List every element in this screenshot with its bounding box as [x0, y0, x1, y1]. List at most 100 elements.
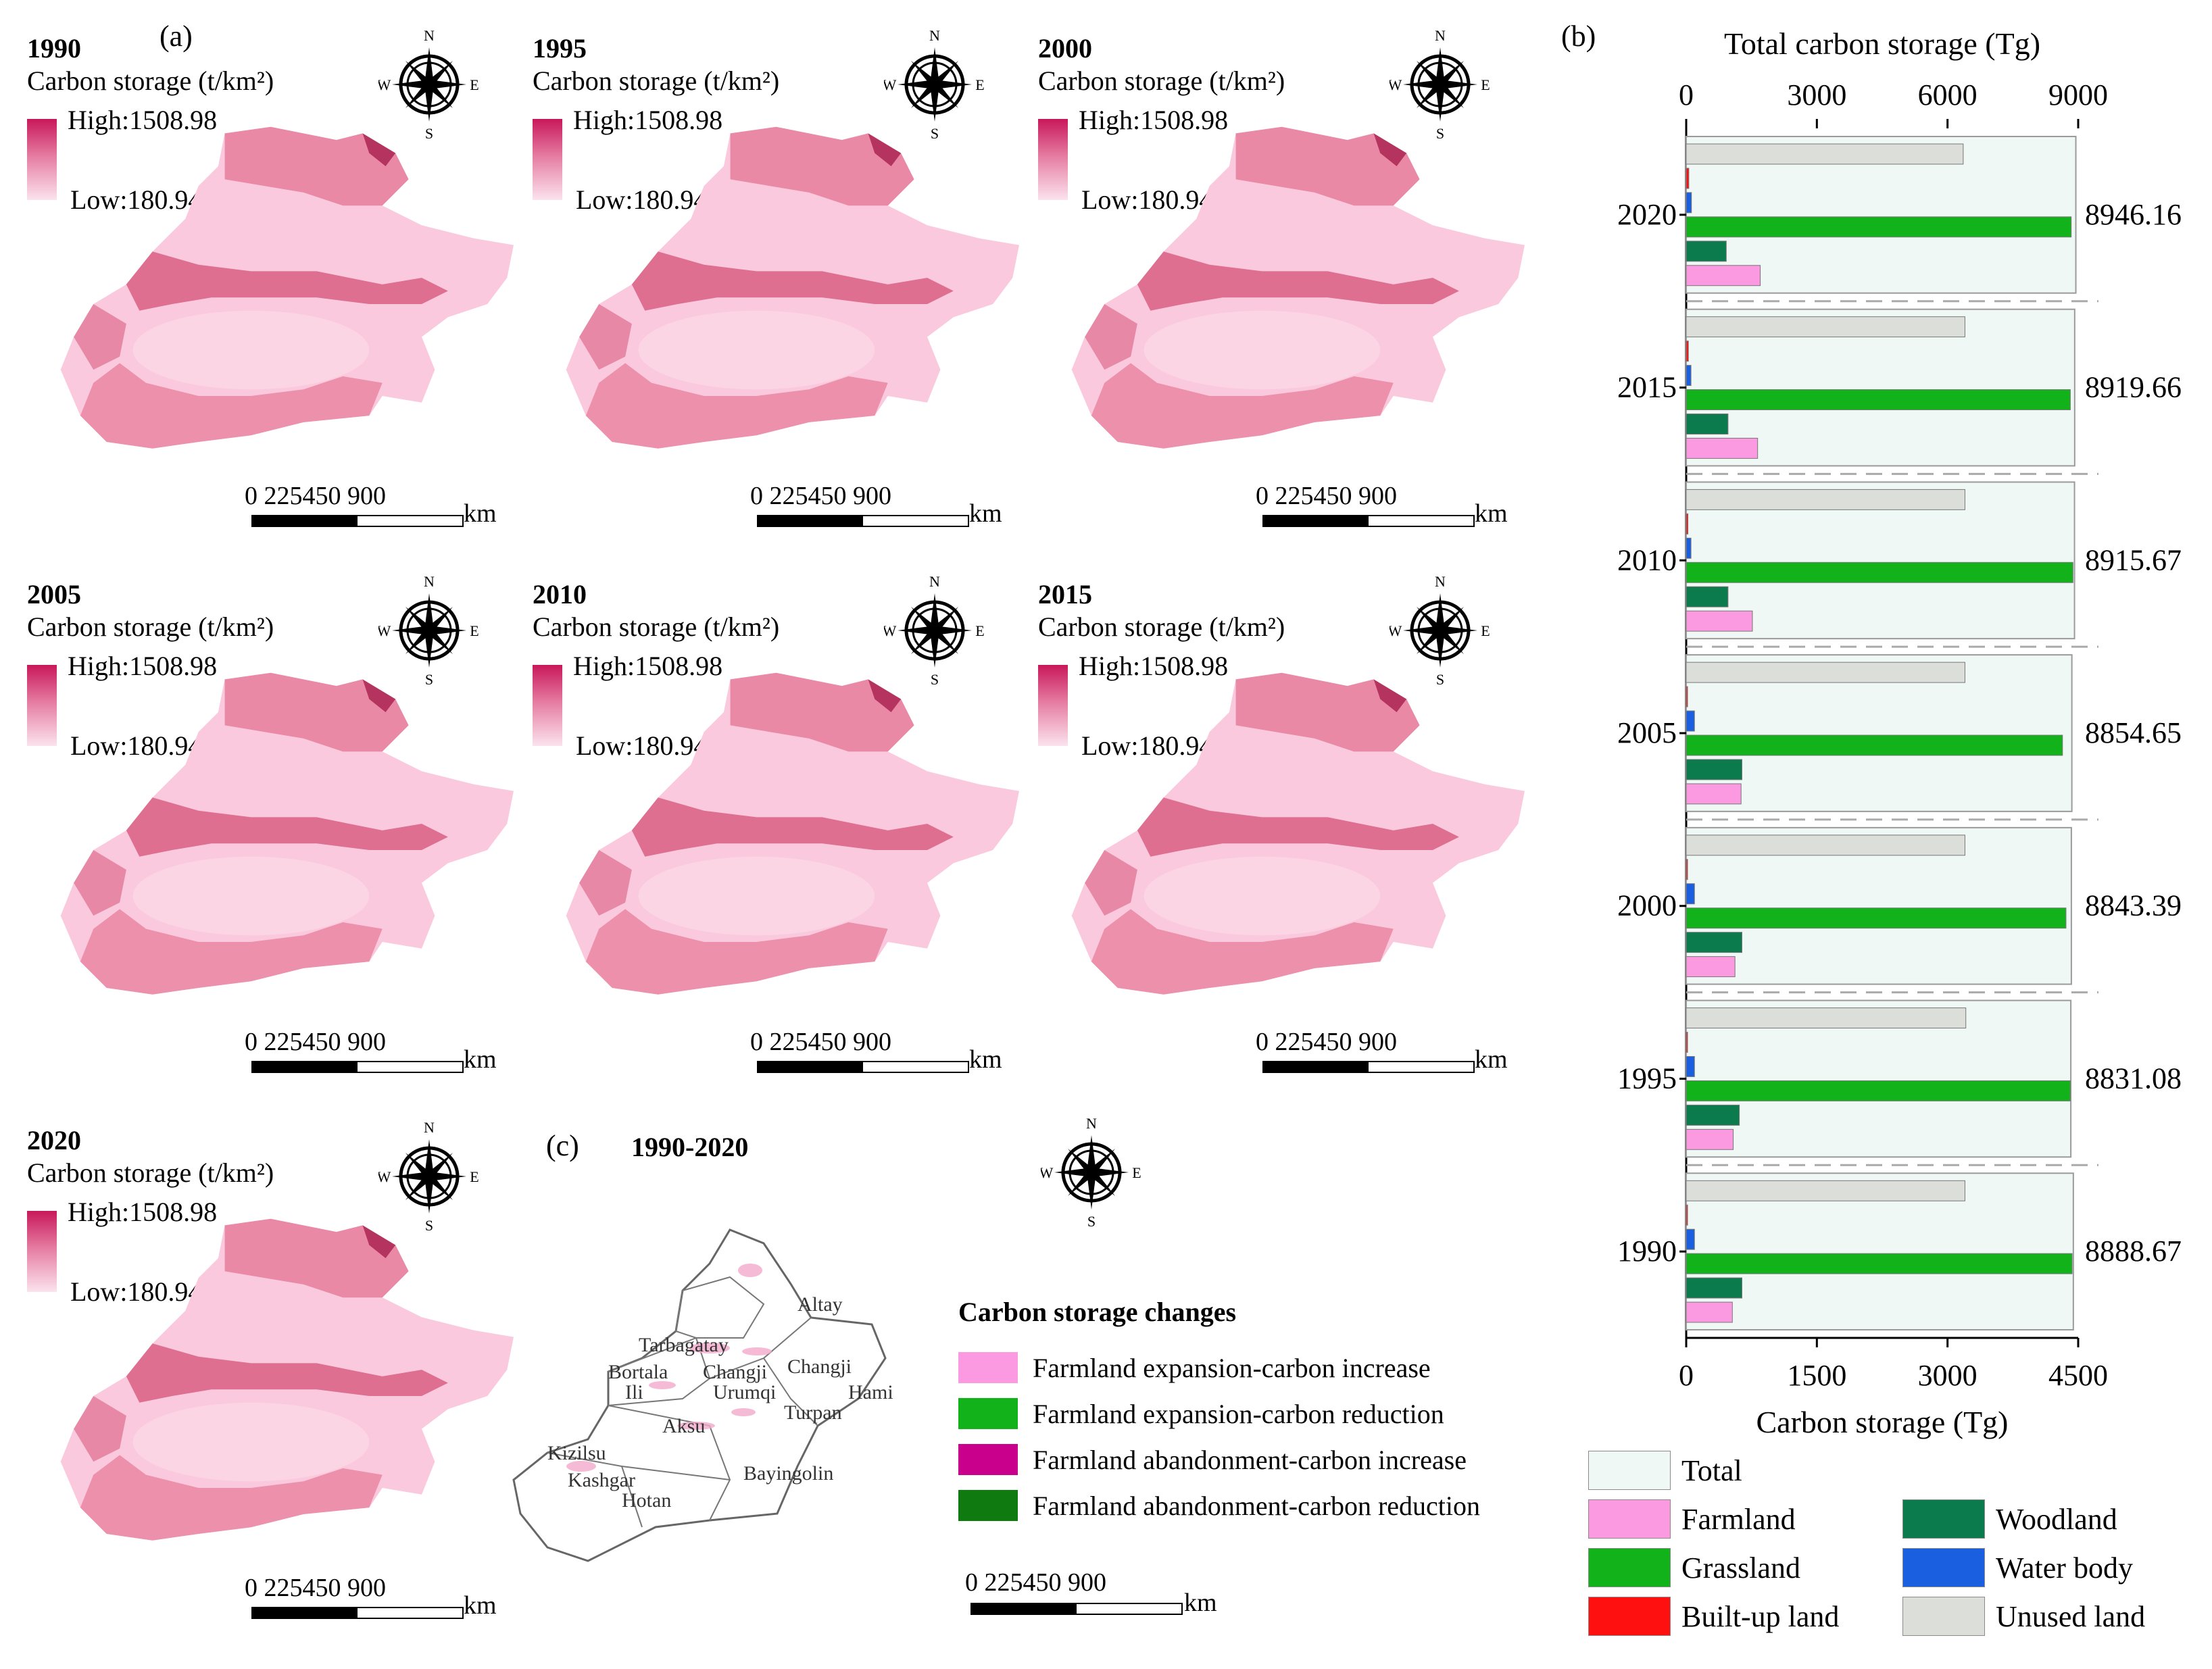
legend-swatch — [1588, 1548, 1671, 1587]
scale-unit: km — [1475, 499, 1508, 528]
xinjiang-map — [60, 126, 514, 449]
svg-text:E: E — [1132, 1164, 1141, 1181]
map-year: 2010 — [533, 579, 587, 609]
map-year: 1990 — [27, 33, 81, 64]
bar-unused-land-2020 — [1686, 143, 1964, 165]
map-year: 2005 — [27, 579, 81, 609]
legend-high: High:1508.98 — [68, 1197, 218, 1227]
scale-numbers: 0 225450 900 — [245, 1028, 386, 1056]
svg-text:E: E — [470, 76, 478, 93]
bar-woodland-2020 — [1686, 241, 1727, 262]
legend-label: Farmland expansion-carbon reduction — [1033, 1398, 1444, 1429]
carbon-map-1995: 1995 Carbon storage (t/km²) High:1508.98… — [506, 0, 1019, 528]
carbon-map-2005: 2005 Carbon storage (t/km²) High:1508.98… — [0, 546, 514, 1074]
chart-legend: Total Farmland Woodland Grassland Water body… — [1588, 1446, 2196, 1649]
legend-swatch — [1902, 1548, 1985, 1587]
bottom-tick-label: 3000 — [1918, 1359, 1977, 1392]
svg-text:N: N — [424, 573, 435, 590]
region-label-urumqi: Urumqi — [713, 1381, 776, 1403]
svg-text:S: S — [1436, 125, 1444, 142]
year-label-1995: 1995 — [1617, 1062, 1677, 1095]
svg-text:S: S — [425, 1217, 433, 1234]
year-label-2005: 2005 — [1617, 716, 1677, 749]
svg-text:W: W — [378, 622, 391, 639]
legend-low: Low:180.94 — [576, 184, 708, 215]
legend-swatch — [1588, 1499, 1671, 1539]
svg-text:S: S — [1087, 1213, 1096, 1230]
svg-text:E: E — [470, 622, 478, 639]
total-value-label-2005: 8854.65 — [2085, 716, 2182, 749]
xinjiang-map — [566, 672, 1019, 995]
carbon-storage-chart: Total carbon storage (Tg) Carbon storage … — [1617, 26, 2182, 1439]
total-value-label-2015: 8919.66 — [2085, 371, 2182, 404]
gradient-legend — [27, 119, 57, 200]
svg-text:S: S — [931, 125, 939, 142]
bar-unused-land-2000 — [1686, 834, 1965, 856]
bar-farmland-1990 — [1686, 1301, 1733, 1323]
carbon-map-2010: 2010 Carbon storage (t/km²) High:1508.98… — [506, 546, 1019, 1074]
legend-label: Farmland abandonment-carbon reduction — [1033, 1490, 1480, 1521]
carbon-map-2015: 2015 Carbon storage (t/km²) High:1508.98… — [1011, 546, 1525, 1074]
legend-label: Woodland — [1996, 1502, 2117, 1536]
svg-text:S: S — [931, 671, 939, 688]
compass-rose-icon: N S W E — [884, 573, 985, 688]
bar-built-up-land-1990 — [1686, 1204, 1688, 1226]
map-year: 1995 — [533, 33, 587, 64]
region-label-altay: Altay — [797, 1293, 843, 1316]
region-label-kashgar: Kashgar — [568, 1469, 635, 1491]
top-tick-label: 0 — [1679, 78, 1694, 111]
legend-swatch — [958, 1490, 1018, 1521]
carbon-changes-legend: Farmland expansion-carbon increase Farmla… — [958, 1345, 1480, 1528]
svg-text:W: W — [1390, 622, 1402, 639]
carbon-map-1990: 1990 Carbon storage (t/km²) High:1508.98… — [0, 0, 514, 528]
legend-swatch — [1902, 1499, 1985, 1539]
bar-water-body-2015 — [1686, 365, 1692, 387]
year-label-1990: 1990 — [1617, 1235, 1677, 1268]
region-label-ili: Ili — [625, 1381, 643, 1403]
total-value-label-2000: 8843.39 — [2085, 889, 2182, 922]
xinjiang-map — [60, 1218, 514, 1541]
svg-text:E: E — [975, 76, 984, 93]
total-value-label-2020: 8946.16 — [2085, 198, 2182, 231]
scale-numbers: 0 225450 900 — [1256, 482, 1397, 510]
bottom-tick-label: 4500 — [2048, 1359, 2108, 1392]
chart-legend-item: Farmland — [1588, 1495, 1796, 1543]
xinjiang-map — [60, 672, 514, 995]
legend-high: High:1508.98 — [68, 105, 218, 135]
gradient-legend — [533, 119, 562, 200]
compass-rose-icon: N S W E — [1390, 27, 1490, 142]
scale-bar — [1262, 515, 1475, 527]
year-label-2015: 2015 — [1617, 371, 1677, 404]
svg-text:W: W — [884, 76, 897, 93]
map-legend-title: Carbon storage (t/km²) — [1038, 612, 1285, 642]
scale-numbers: 0 225450 900 — [245, 1574, 386, 1602]
scale-bar — [757, 1061, 969, 1073]
top-tick-label: 9000 — [2048, 78, 2108, 111]
chart-legend-item: Water body — [1902, 1543, 2133, 1592]
bar-built-up-land-2000 — [1686, 859, 1688, 880]
compass-rose-icon: N S W E — [1390, 573, 1490, 688]
legend-high: High:1508.98 — [573, 105, 723, 135]
legend-swatch — [1588, 1451, 1671, 1490]
carbon-map-2020: 2020 Carbon storage (t/km²) High:1508.98… — [0, 1092, 514, 1620]
total-value-label-1990: 8888.67 — [2085, 1235, 2182, 1268]
top-axis-title: Total carbon storage (Tg) — [1724, 26, 2040, 61]
chart-legend-item: Unused land — [1902, 1592, 2145, 1641]
gradient-legend — [27, 1211, 57, 1292]
svg-text:N: N — [929, 27, 940, 44]
svg-text:W: W — [1041, 1164, 1054, 1181]
bar-farmland-1995 — [1686, 1128, 1734, 1150]
svg-text:W: W — [1390, 76, 1402, 93]
map-year: 2015 — [1038, 579, 1092, 609]
xinjiang-map — [1071, 126, 1525, 449]
change-legend-item: Farmland abandonment-carbon reduction — [958, 1483, 1480, 1528]
scale-numbers: 0 225450 900 — [1256, 1028, 1397, 1056]
legend-swatch — [958, 1352, 1018, 1383]
bar-farmland-2010 — [1686, 610, 1753, 632]
chart-legend-item: Built-up land — [1588, 1592, 1839, 1641]
legend-low: Low:180.94 — [70, 730, 202, 761]
bar-grassland-2020 — [1686, 216, 2072, 238]
chart-legend-item: Woodland — [1902, 1495, 2117, 1543]
svg-text:N: N — [1435, 27, 1446, 44]
scale-numbers-c: 0 225450 900 — [965, 1568, 1106, 1597]
